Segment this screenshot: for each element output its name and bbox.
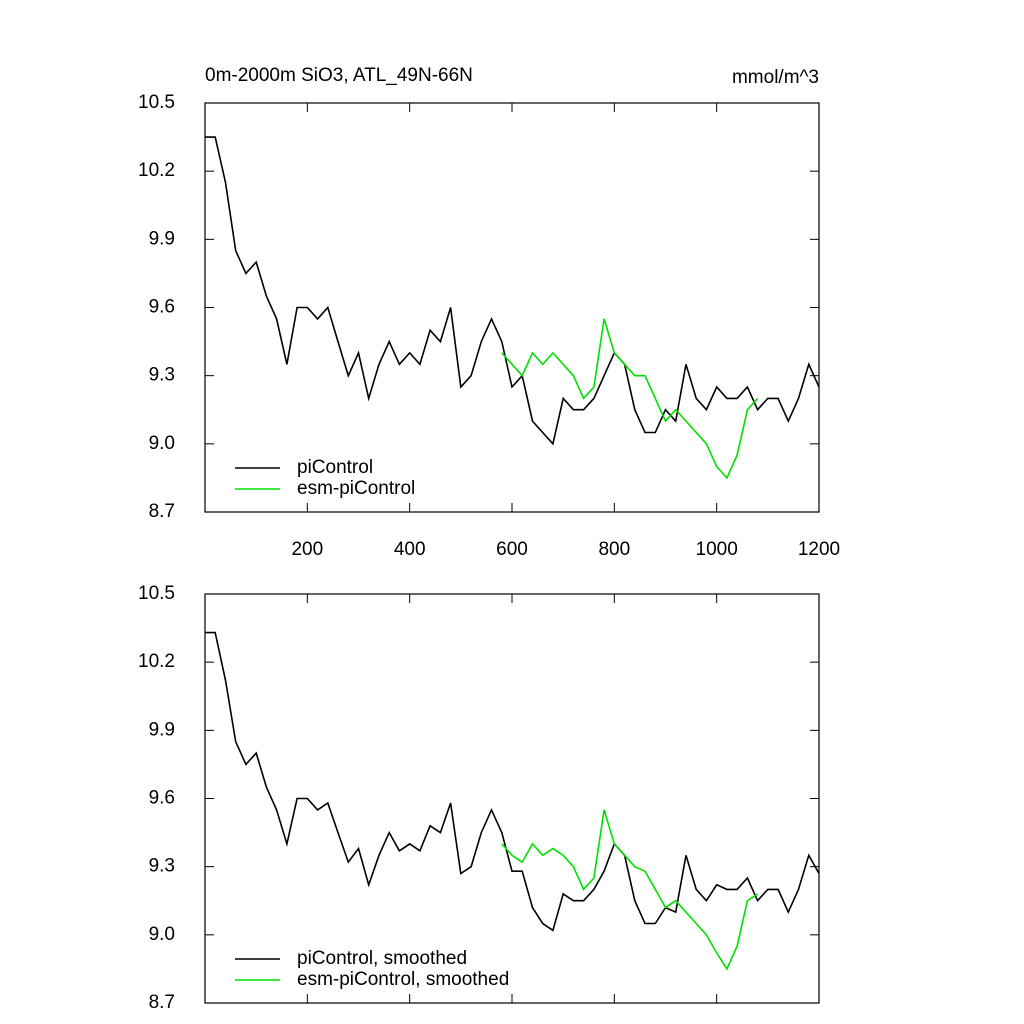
y-tick-label: 10.2: [138, 160, 175, 181]
x-tick-label: 800: [598, 539, 630, 560]
data-line: [501, 809, 759, 971]
y-tick-label: 8.7: [149, 992, 175, 1013]
y-tick-label: 9.3: [149, 365, 175, 386]
x-tick-label: 400: [394, 539, 426, 560]
legend-label: piControl, smoothed: [297, 948, 467, 969]
chart-title: 0m-2000m SiO3, ATL_49N-66N: [205, 65, 473, 86]
y-tick-label: 9.0: [149, 433, 175, 454]
x-tick-label: 200: [291, 539, 323, 560]
y-tick-label: 9.0: [149, 924, 175, 945]
y-tick-label: 9.6: [149, 297, 175, 318]
y-tick-label: 9.6: [149, 788, 175, 809]
data-line: [205, 136, 820, 446]
legend-label: esm-piControl, smoothed: [297, 969, 509, 990]
y-tick-label: 10.5: [138, 583, 175, 604]
y-tick-label: 10.5: [138, 92, 175, 113]
data-line: [205, 631, 820, 932]
legend-label: esm-piControl: [297, 478, 415, 499]
units-label: mmol/m^3: [732, 67, 819, 88]
y-tick-label: 8.7: [149, 501, 175, 522]
y-tick-label: 9.9: [149, 228, 175, 249]
x-tick-label: 1000: [696, 539, 738, 560]
legend-label: piControl: [297, 457, 373, 478]
y-tick-label: 9.9: [149, 719, 175, 740]
y-tick-label: 10.2: [138, 651, 175, 672]
x-tick-label: 1200: [798, 539, 840, 560]
data-line: [501, 318, 759, 480]
x-tick-label: 600: [496, 539, 528, 560]
y-tick-label: 9.3: [149, 856, 175, 877]
